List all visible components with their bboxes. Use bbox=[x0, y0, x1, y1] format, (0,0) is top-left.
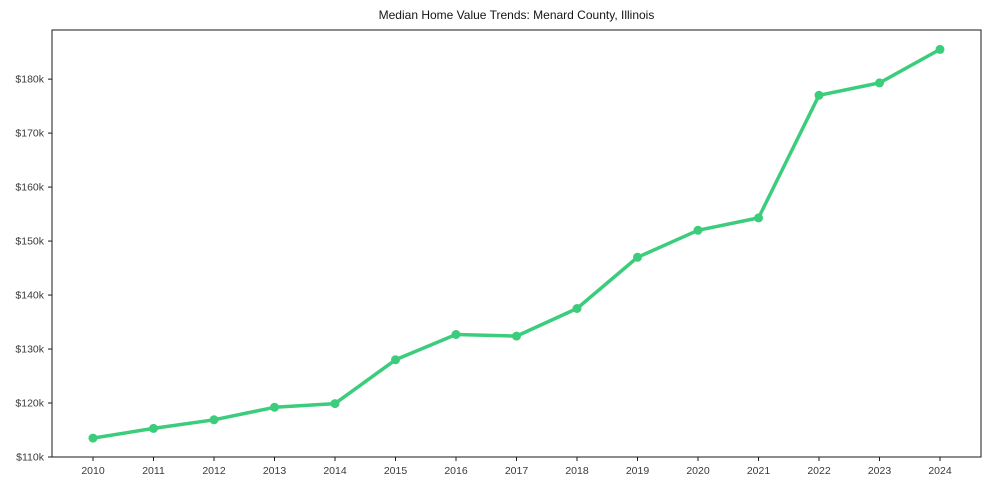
plot-frame bbox=[51, 29, 982, 458]
data-point-marker bbox=[572, 304, 582, 313]
y-axis-tick-label: $180k bbox=[15, 74, 44, 86]
x-axis-tick-label: 2012 bbox=[202, 465, 226, 477]
x-axis-tick-label: 2018 bbox=[565, 465, 589, 477]
data-point-marker bbox=[875, 78, 884, 88]
data-point-marker bbox=[693, 225, 703, 235]
x-axis-tick-label: 2014 bbox=[323, 465, 347, 477]
y-axis-tick-label: $110k bbox=[16, 452, 45, 464]
x-axis-tick-label: 2021 bbox=[747, 465, 771, 477]
data-point-marker bbox=[209, 415, 219, 425]
line-series bbox=[91, 47, 942, 440]
x-axis-tick-label: 2016 bbox=[444, 465, 468, 477]
y-axis-tick-label: $170k bbox=[15, 128, 44, 140]
x-axis-tick-label: 2010 bbox=[81, 465, 105, 477]
y-axis-tick-label: $150k bbox=[15, 236, 44, 248]
data-point-marker bbox=[149, 423, 158, 433]
x-axis-tick-label: 2023 bbox=[868, 465, 892, 477]
x-axis-tick-label: 2019 bbox=[626, 465, 650, 477]
y-axis-tick-label: $130k bbox=[15, 344, 44, 356]
data-point-marker bbox=[330, 399, 340, 409]
x-axis-tick-label: 2015 bbox=[384, 465, 408, 477]
data-point-marker bbox=[633, 252, 642, 262]
y-axis-tick-label: $160k bbox=[15, 182, 44, 194]
data-point-marker bbox=[451, 330, 461, 339]
y-axis-tick-label: $140k bbox=[15, 290, 44, 302]
data-point-marker bbox=[270, 402, 279, 412]
data-point-marker bbox=[935, 44, 945, 54]
x-axis-tick-label: 2017 bbox=[505, 465, 529, 477]
x-axis-tick-label: 2013 bbox=[263, 465, 287, 477]
x-axis-tick-label: 2024 bbox=[928, 465, 952, 477]
y-axis-tick-label: $120k bbox=[15, 398, 44, 410]
data-point-marker bbox=[814, 90, 824, 100]
x-axis-tick-label: 2020 bbox=[686, 465, 710, 477]
x-axis-tick-label: 2011 bbox=[142, 465, 165, 477]
data-point-marker bbox=[754, 213, 763, 223]
data-point-marker bbox=[512, 331, 521, 341]
data-point-marker bbox=[391, 355, 400, 365]
x-axis-tick-label: 2022 bbox=[807, 465, 831, 477]
data-point-marker bbox=[88, 433, 98, 443]
chart-title: Median Home Value Trends: Menard County,… bbox=[378, 8, 655, 22]
